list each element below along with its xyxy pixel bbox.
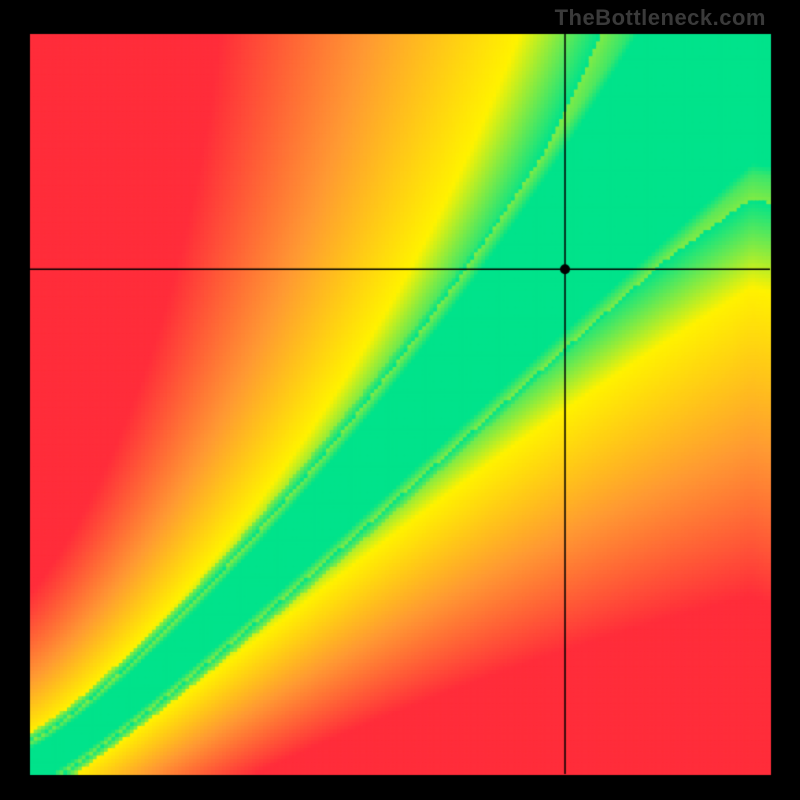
watermark-text: TheBottleneck.com (555, 5, 766, 31)
bottleneck-heatmap (0, 0, 800, 800)
chart-container: TheBottleneck.com (0, 0, 800, 800)
